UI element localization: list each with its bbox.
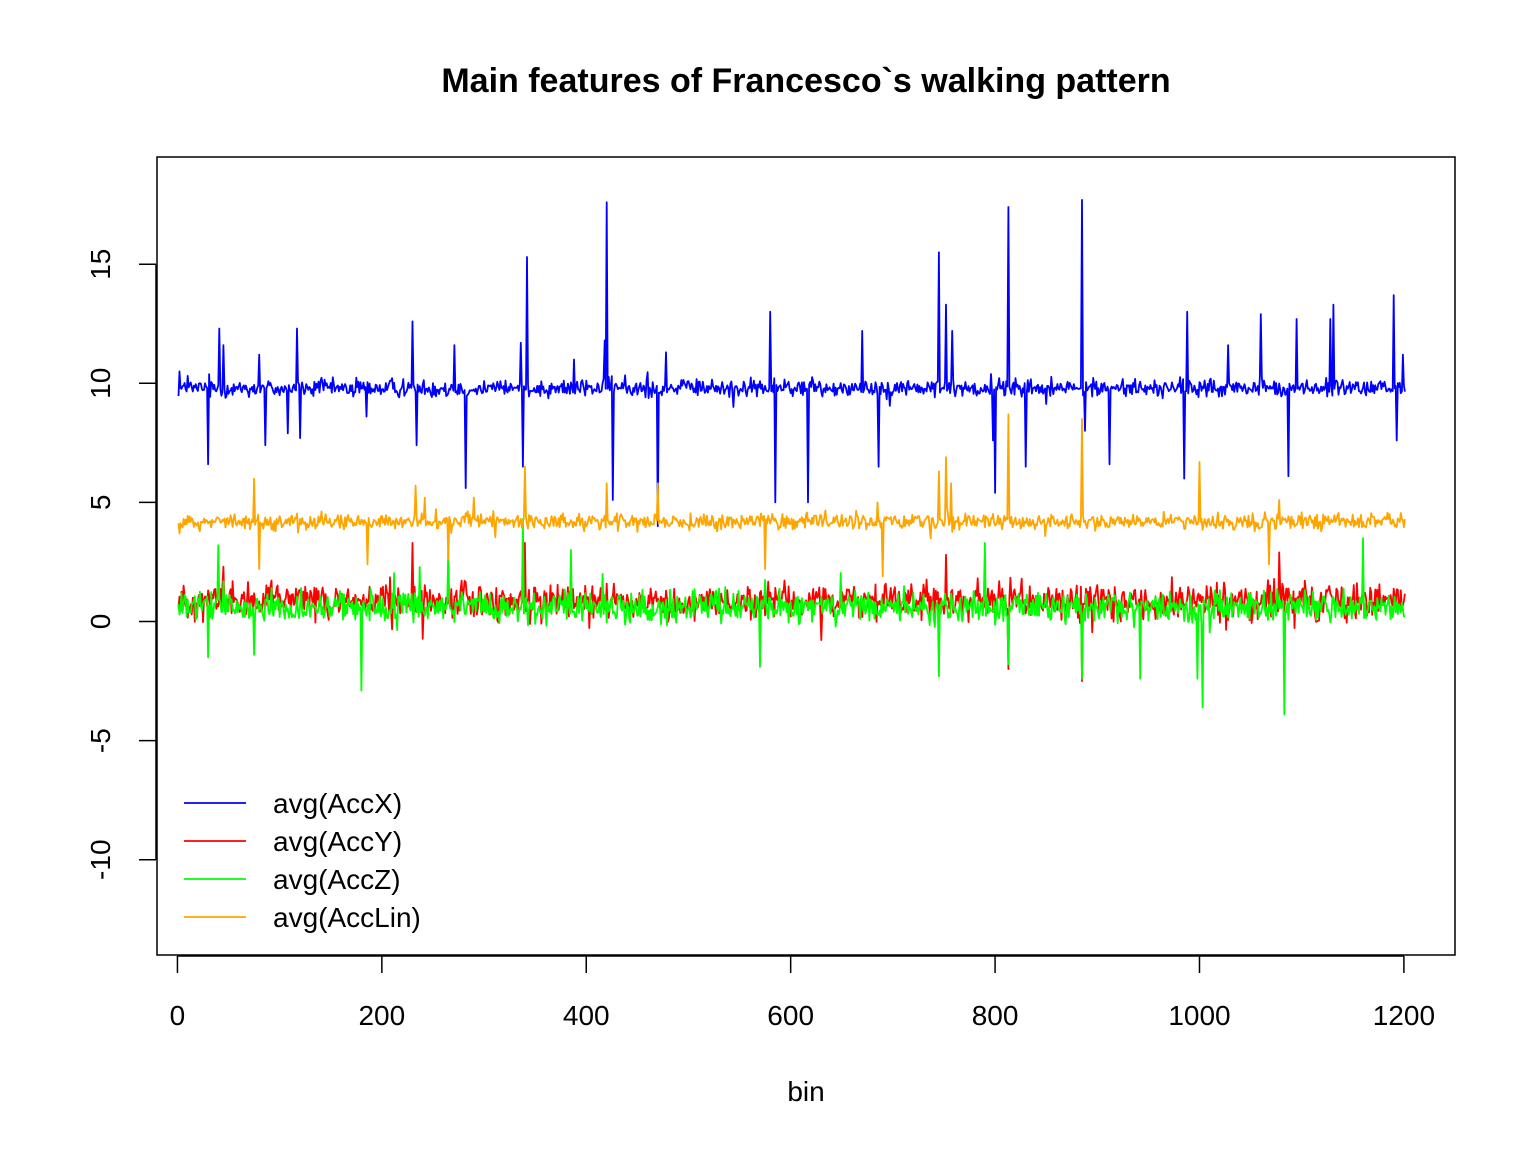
series-line-1 [177, 198, 1406, 528]
legend-label: avg(AccLin) [273, 902, 421, 933]
y-tick-label: 0 [85, 614, 116, 630]
y-tick-label: 15 [85, 249, 116, 280]
plot-frame [156, 156, 1456, 956]
series-layer [177, 198, 1406, 716]
x-tick-label: 400 [563, 1000, 610, 1031]
series-line-4 [177, 413, 1406, 578]
y-tick-label: 5 [85, 495, 116, 511]
legend-label: avg(AccX) [273, 788, 402, 819]
legend: avg(AccX) avg(AccY) avg(AccZ) avg(AccLin) [184, 788, 421, 933]
y-tick-label: -10 [85, 839, 116, 879]
x-tick-label: 200 [358, 1000, 405, 1031]
legend-label: avg(AccY) [273, 826, 402, 857]
series-line-2 [177, 542, 1406, 682]
y-tick-label: -5 [85, 728, 116, 753]
chart-title: Main features of Francesco`s walking pat… [441, 62, 1170, 100]
x-axis-label: bin [787, 1076, 824, 1107]
x-axis: 0 200 400 600 800 1000 1200 [170, 955, 1435, 1031]
x-tick-label: 1000 [1168, 1000, 1230, 1031]
x-tick-label: 1200 [1373, 1000, 1435, 1031]
series-line-3 [177, 518, 1406, 716]
x-tick-label: 600 [767, 1000, 814, 1031]
y-tick-label: 10 [85, 368, 116, 399]
x-tick-label: 800 [972, 1000, 1019, 1031]
y-axis: -10 -5 0 5 10 15 [85, 249, 157, 880]
x-tick-label: 0 [170, 1000, 186, 1031]
legend-label: avg(AccZ) [273, 864, 401, 895]
